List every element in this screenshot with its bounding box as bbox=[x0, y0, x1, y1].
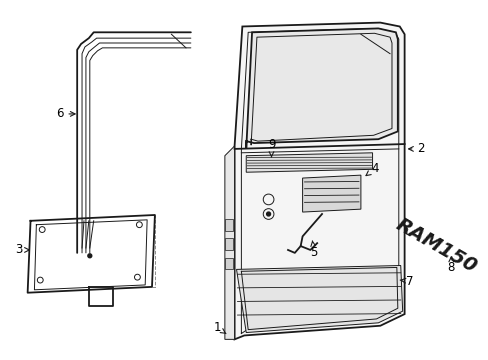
Polygon shape bbox=[224, 219, 232, 230]
Circle shape bbox=[88, 254, 92, 258]
Circle shape bbox=[266, 212, 270, 216]
Text: 1: 1 bbox=[213, 321, 225, 334]
Text: 8: 8 bbox=[447, 257, 454, 274]
Polygon shape bbox=[236, 266, 402, 333]
Polygon shape bbox=[224, 258, 232, 269]
Text: 5: 5 bbox=[310, 241, 317, 259]
Polygon shape bbox=[224, 238, 232, 250]
Text: 3: 3 bbox=[15, 243, 29, 256]
Text: 2: 2 bbox=[408, 143, 424, 156]
Polygon shape bbox=[224, 146, 234, 339]
Polygon shape bbox=[246, 28, 397, 149]
Text: 6: 6 bbox=[56, 107, 75, 121]
Text: 4: 4 bbox=[365, 162, 379, 176]
Polygon shape bbox=[302, 175, 360, 212]
Polygon shape bbox=[246, 153, 372, 172]
Polygon shape bbox=[234, 23, 404, 339]
Text: RAM150: RAM150 bbox=[392, 215, 480, 277]
Text: 7: 7 bbox=[399, 275, 412, 288]
Text: 9: 9 bbox=[267, 138, 275, 157]
